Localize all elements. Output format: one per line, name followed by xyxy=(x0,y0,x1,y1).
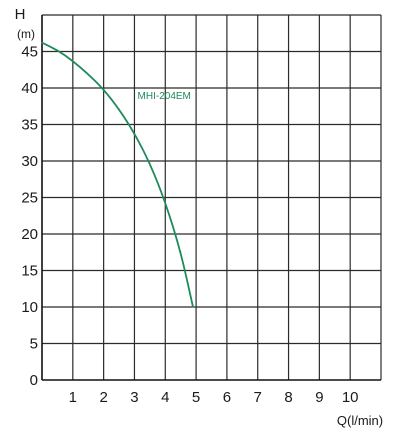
series-point xyxy=(192,306,194,308)
series-point xyxy=(149,162,151,164)
x-axis-title: Q(l/min) xyxy=(337,413,383,428)
x-tick-label: 7 xyxy=(254,389,262,406)
x-tick-label: 8 xyxy=(284,389,292,406)
axes xyxy=(41,15,381,381)
series-point xyxy=(180,250,182,253)
x-tick-label: 4 xyxy=(161,389,169,406)
y-tick-label: 5 xyxy=(30,336,38,353)
x-tick-label: 2 xyxy=(99,389,107,406)
y-tick-label: 0 xyxy=(30,372,38,389)
y-axis-unit: (m) xyxy=(17,27,35,41)
x-axis-title-text: Q xyxy=(337,413,347,428)
series-point xyxy=(56,49,59,51)
y-tick-label: 10 xyxy=(21,299,38,316)
grid xyxy=(42,14,382,380)
y-axis-title: H xyxy=(15,6,26,23)
y-tick-label: 30 xyxy=(21,153,38,170)
series-point xyxy=(41,42,43,44)
x-axis-unit: (l/min) xyxy=(347,413,383,428)
x-tick-label: 6 xyxy=(223,389,231,406)
series-point xyxy=(72,60,74,62)
series-line xyxy=(41,41,194,308)
series-point xyxy=(87,73,89,75)
x-tick-label: 1 xyxy=(69,389,77,406)
series: MHI-204EM xyxy=(41,41,194,308)
x-tick-label: 10 xyxy=(342,389,359,406)
x-tick-label: 3 xyxy=(130,389,138,406)
series-label: MHI-204EM xyxy=(138,91,191,102)
y-tick-label: 20 xyxy=(21,226,38,243)
series-point xyxy=(118,108,120,110)
y-tick-label: 25 xyxy=(21,190,38,207)
series-point xyxy=(103,88,105,91)
x-tick-label: 9 xyxy=(315,389,323,406)
series-point xyxy=(133,132,136,134)
y-tick-label: 40 xyxy=(21,80,38,97)
y-tick-label: 45 xyxy=(21,44,38,61)
x-tick-label: 5 xyxy=(192,389,200,406)
y-tick-label: 15 xyxy=(21,263,38,280)
y-tick-label: 35 xyxy=(21,117,38,134)
series-point xyxy=(164,201,166,203)
